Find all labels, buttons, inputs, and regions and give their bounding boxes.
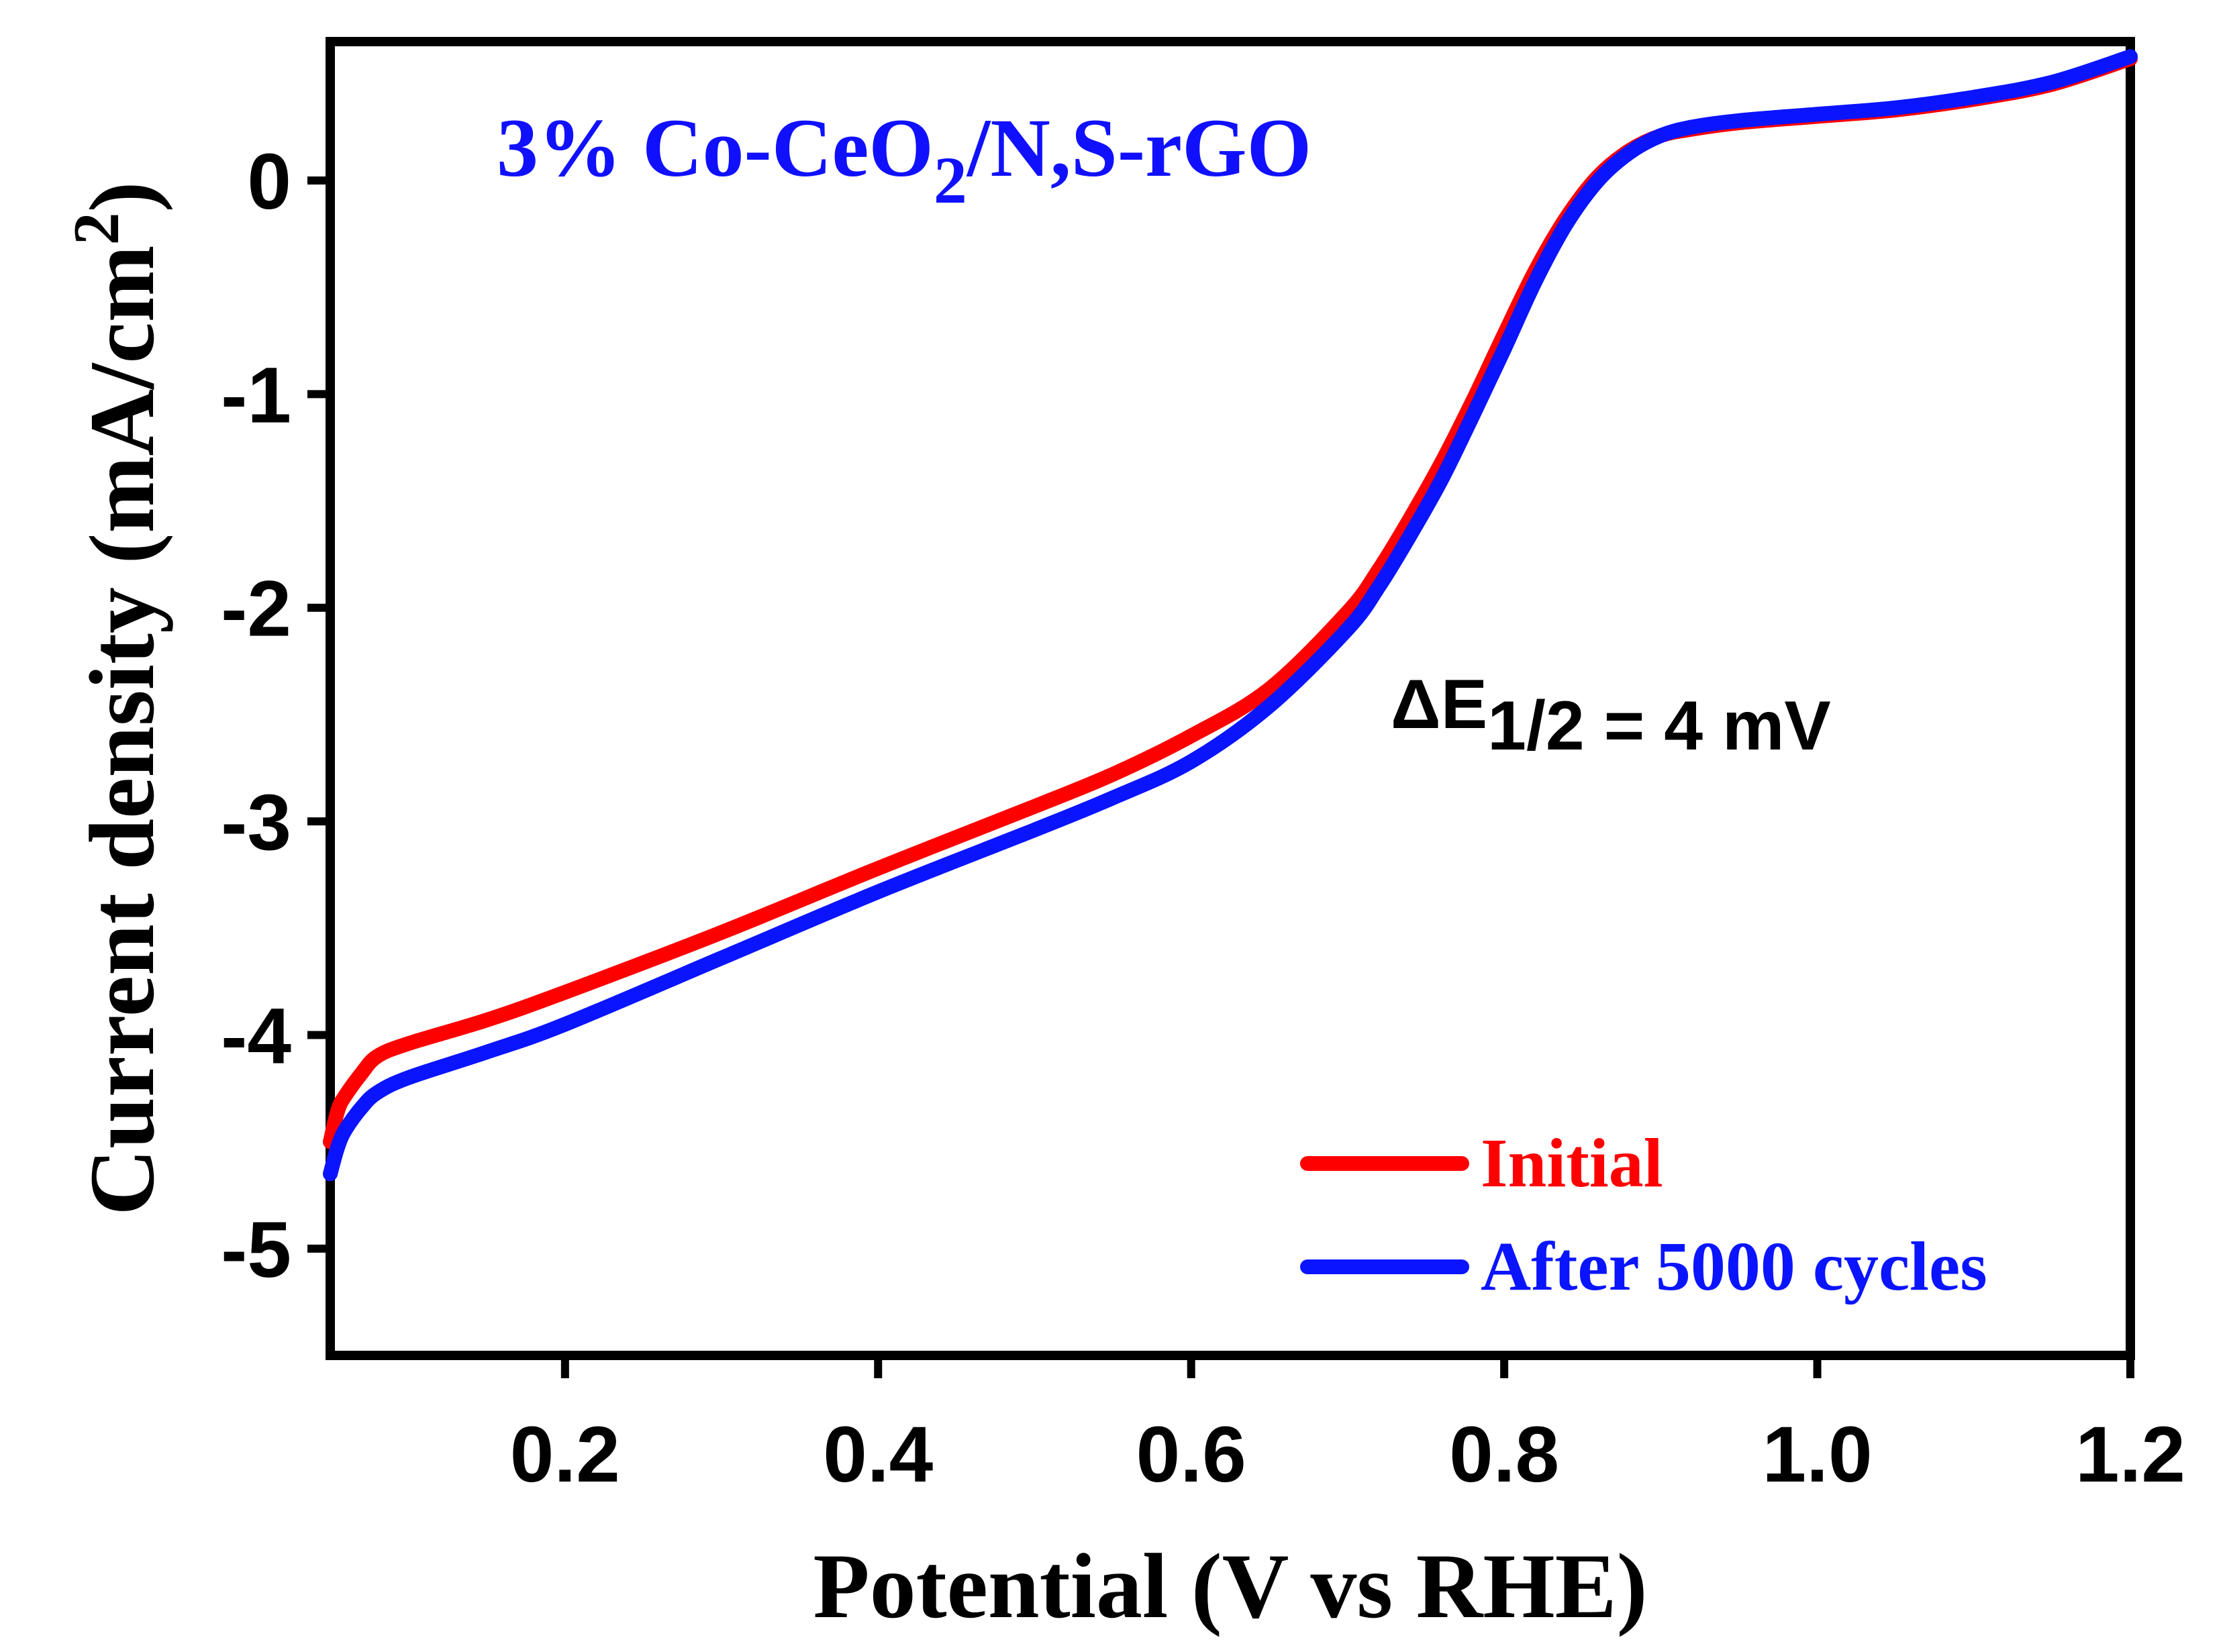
delta-e-annotation: ΔE1/2 = 4 mV xyxy=(1391,666,1831,765)
y-tick-label: -4 xyxy=(221,992,291,1080)
chart-title-subscript: 2 xyxy=(934,143,967,217)
x-tick-label: 0.6 xyxy=(1136,1410,1246,1499)
chart-title: 3% Co-CeO2/N,S-rGO xyxy=(497,102,1312,217)
y-axis-title-superscript: 2 xyxy=(60,212,133,245)
y-axis-title: Current density (mA/cm2) xyxy=(60,181,173,1215)
y-tick-label: -5 xyxy=(221,1206,291,1294)
y-axis-title-suffix: ) xyxy=(70,181,173,212)
series-line-after-5000-cycles xyxy=(323,49,2138,1182)
y-tick-label: -3 xyxy=(221,778,291,867)
y-tick-label: -2 xyxy=(221,565,291,654)
plot-frame xyxy=(326,37,2135,1360)
legend: Initial After 5000 cycles xyxy=(1300,1125,1987,1305)
y-tick-labels: 0 -1 -2 -3 -4 -5 xyxy=(221,138,291,1294)
x-tick-label: 0.2 xyxy=(510,1410,620,1499)
x-tick-label: 1.2 xyxy=(2075,1410,2185,1499)
x-axis-title: Potential (V vs RHE) xyxy=(813,1535,1647,1637)
y-tick-label: -1 xyxy=(221,351,291,440)
series-line-initial xyxy=(323,51,2138,1149)
x-tick-label: 0.4 xyxy=(823,1410,933,1499)
x-tick-label: 0.8 xyxy=(1449,1410,1559,1499)
y-axis-title-text: Current density (mA/cm xyxy=(70,245,173,1215)
chart-title-suffix: /N,S-rGO xyxy=(966,102,1312,194)
legend-label-initial: Initial xyxy=(1481,1125,1663,1202)
series-lines xyxy=(323,49,2138,1182)
delta-e-subscript: 1/2 xyxy=(1487,687,1585,765)
delta-e-label: ΔE xyxy=(1391,666,1487,743)
x-tick-labels: 0.2 0.4 0.6 0.8 1.0 1.2 xyxy=(510,1410,2185,1499)
x-tick-label: 1.0 xyxy=(1763,1410,1873,1499)
chart-title-prefix: 3% Co-CeO xyxy=(497,102,934,194)
legend-label-after-5000-cycles: After 5000 cycles xyxy=(1481,1228,1987,1305)
delta-e-value: = 4 mV xyxy=(1585,687,1831,765)
y-tick-label: 0 xyxy=(247,138,291,226)
axis-ticks xyxy=(307,176,2134,1378)
